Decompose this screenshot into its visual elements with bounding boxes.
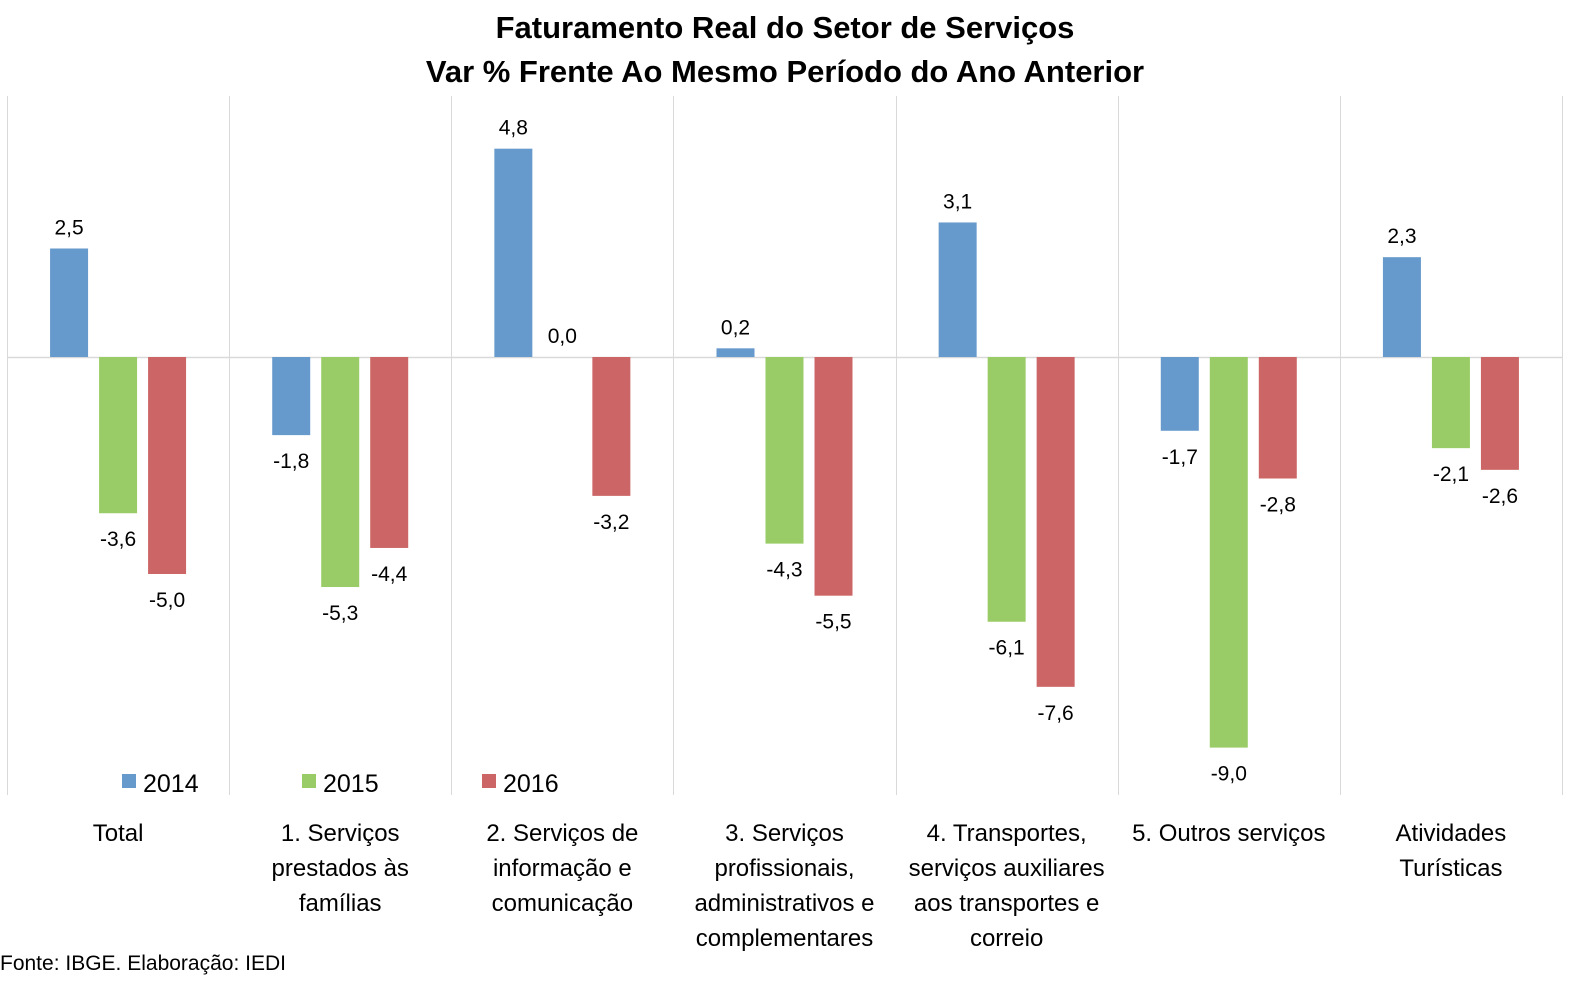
chart-title-line-1: Faturamento Real do Setor de Serviços bbox=[495, 10, 1075, 45]
legend-swatch-2015 bbox=[302, 774, 316, 788]
category-label-line: informação e bbox=[493, 855, 632, 882]
data-label-2016-2: -3,2 bbox=[593, 511, 629, 534]
data-label-2014-0: 2,5 bbox=[54, 217, 83, 240]
data-label-2015-5: -9,0 bbox=[1211, 763, 1247, 786]
category-label-line: 2. Serviços de bbox=[486, 820, 638, 847]
data-label-2016-0: -5,0 bbox=[149, 589, 185, 612]
category-label-1: 1. Serviços prestados às famílias bbox=[272, 820, 409, 917]
category-label-line: 3. Serviços bbox=[725, 820, 844, 847]
category-label-line: prestados às bbox=[272, 855, 409, 882]
category-label-5: 5. Outros serviços bbox=[1132, 820, 1325, 847]
data-label-2015-6: -2,1 bbox=[1433, 463, 1469, 486]
data-label-2015-1: -5,3 bbox=[322, 602, 358, 625]
legend-label-2016: 2016 bbox=[503, 770, 559, 798]
data-label-2014-6: 2,3 bbox=[1387, 225, 1416, 248]
category-label-line: 1. Serviços bbox=[281, 820, 400, 847]
bar-2014-3 bbox=[716, 348, 755, 357]
bar-2016-4 bbox=[1036, 357, 1075, 687]
category-label-4: 4. Transportes, serviços auxiliares aos tr… bbox=[909, 820, 1105, 952]
data-label-2016-5: -2,8 bbox=[1260, 494, 1296, 517]
data-label-2016-3: -5,5 bbox=[815, 611, 851, 634]
category-label-2: 2. Serviços de informação e comunicação bbox=[486, 820, 638, 917]
category-label-line: administrativos e bbox=[694, 890, 874, 917]
category-label-line: correio bbox=[970, 925, 1043, 952]
data-label-2016-6: -2,6 bbox=[1482, 485, 1518, 508]
data-label-2015-0: -3,6 bbox=[100, 528, 136, 551]
legend-swatch-2016 bbox=[482, 774, 496, 788]
bar-2015-3 bbox=[765, 357, 804, 544]
chart-title-line-2: Var % Frente Ao Mesmo Período do Ano Ant… bbox=[425, 54, 1145, 89]
bar-2014-1 bbox=[272, 357, 311, 436]
category-label-line: serviços auxiliares bbox=[909, 855, 1105, 882]
bar-2015-1 bbox=[321, 357, 360, 588]
category-label-line: profissionais, bbox=[714, 855, 854, 882]
category-label-0: Total bbox=[93, 820, 144, 847]
data-label-2014-1: -1,8 bbox=[273, 450, 309, 473]
category-label-line: aos transportes e bbox=[914, 890, 1099, 917]
bar-2014-6 bbox=[1382, 257, 1421, 357]
category-label-line: 5. Outros serviços bbox=[1132, 820, 1325, 847]
category-label-line: Turísticas bbox=[1399, 855, 1502, 882]
bar-2015-0 bbox=[99, 357, 138, 514]
category-label-line: 4. Transportes, bbox=[927, 820, 1087, 847]
bar-2015-4 bbox=[987, 357, 1026, 622]
data-label-2015-2: 0,0 bbox=[548, 325, 577, 348]
legend-swatch-2014 bbox=[122, 774, 136, 788]
bar-2016-6 bbox=[1480, 357, 1519, 470]
category-label-line: complementares bbox=[696, 925, 873, 952]
category-label-line: famílias bbox=[299, 890, 382, 917]
bar-2015-5 bbox=[1209, 357, 1248, 748]
chart-title: Faturamento Real do Setor de Serviços Va… bbox=[0, 6, 1570, 94]
bar-2016-5 bbox=[1258, 357, 1297, 479]
category-label-line: Atividades bbox=[1396, 820, 1507, 847]
data-label-2015-3: -4,3 bbox=[766, 559, 802, 582]
category-label-line: comunicação bbox=[492, 890, 633, 917]
data-label-2014-5: -1,7 bbox=[1162, 446, 1198, 469]
legend-label-2014: 2014 bbox=[143, 770, 199, 798]
category-label-3: 3. Serviços profissionais, administrativos… bbox=[694, 820, 874, 952]
bar-2016-0 bbox=[148, 357, 187, 574]
data-label-2015-4: -6,1 bbox=[989, 637, 1025, 660]
data-label-2014-3: 0,2 bbox=[721, 316, 750, 339]
data-label-2016-4: -7,6 bbox=[1038, 702, 1074, 725]
data-label-2014-2: 4,8 bbox=[499, 117, 528, 140]
bar-2014-5 bbox=[1160, 357, 1199, 431]
data-label-2014-4: 3,1 bbox=[943, 190, 972, 213]
source-note: Fonte: IBGE. Elaboração: IEDI bbox=[0, 952, 286, 975]
bar-2016-2 bbox=[592, 357, 631, 496]
category-label-line: Total bbox=[93, 820, 144, 847]
legend-label-2015: 2015 bbox=[323, 770, 379, 798]
bar-2016-3 bbox=[814, 357, 853, 596]
bar-2014-4 bbox=[938, 222, 977, 357]
bar-2016-1 bbox=[370, 357, 409, 548]
bar-2014-2 bbox=[494, 148, 533, 357]
category-label-6: Atividades Turísticas bbox=[1396, 820, 1507, 882]
bar-2015-6 bbox=[1431, 357, 1470, 449]
bar-2014-0 bbox=[50, 248, 89, 357]
data-label-2016-1: -4,4 bbox=[371, 563, 408, 586]
